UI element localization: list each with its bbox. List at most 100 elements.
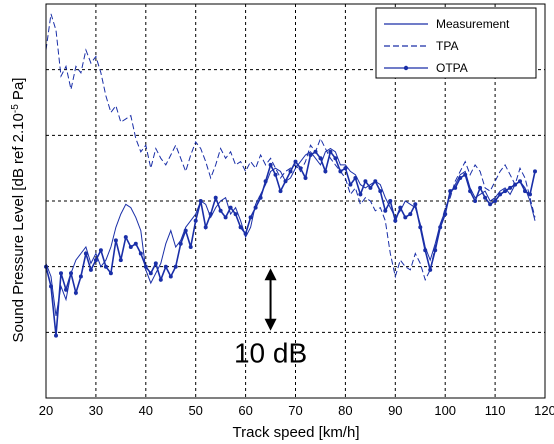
- otpa-point: [483, 195, 488, 200]
- otpa-point: [378, 189, 383, 194]
- otpa-point: [83, 251, 88, 256]
- otpa-point: [368, 185, 373, 190]
- otpa-point: [228, 205, 233, 210]
- otpa-point: [128, 245, 133, 249]
- otpa-point: [263, 179, 268, 184]
- otpa-point: [493, 199, 498, 203]
- x-tick-label: 80: [338, 403, 352, 418]
- otpa-point: [113, 238, 118, 243]
- otpa-point: [54, 333, 58, 338]
- y-axis-label: Sound Pressure Level [dB ref 2.10-5 Pa]: [10, 78, 28, 343]
- otpa-point: [348, 182, 353, 187]
- otpa-point: [268, 162, 273, 167]
- otpa-point: [388, 199, 393, 203]
- otpa-point: [453, 185, 458, 190]
- otpa-point: [363, 179, 368, 184]
- otpa-point: [323, 169, 328, 174]
- legend: Measurement TPA OTPA: [375, 7, 537, 79]
- otpa-point: [408, 212, 413, 217]
- otpa-point: [458, 176, 463, 180]
- otpa-point: [73, 290, 78, 295]
- otpa-point: [498, 192, 503, 197]
- otpa-point: [343, 166, 348, 171]
- otpa-point: [298, 166, 303, 171]
- y-axis-label-main: Sound Pressure Level [dB ref 2.10: [10, 113, 27, 342]
- otpa-point: [313, 149, 318, 154]
- x-tick-label: 50: [188, 403, 202, 418]
- y-axis-label-end: Pa]: [10, 78, 27, 105]
- otpa-point: [193, 218, 198, 223]
- annotation-label: 10 dB: [234, 337, 307, 368]
- legend-label: Measurement: [436, 17, 510, 31]
- otpa-point: [438, 225, 443, 230]
- otpa-point: [273, 172, 278, 177]
- otpa-point: [183, 228, 188, 233]
- otpa-point: [218, 208, 223, 213]
- otpa-point: [488, 202, 493, 207]
- otpa-point: [318, 156, 323, 161]
- otpa-point: [233, 212, 238, 217]
- otpa-point: [338, 169, 343, 174]
- legend-box: [375, 7, 537, 79]
- legend-label: TPA: [436, 39, 458, 53]
- otpa-point: [138, 251, 143, 256]
- otpa-point: [168, 274, 173, 279]
- otpa-point: [243, 231, 248, 236]
- otpa-point: [238, 225, 243, 230]
- series-layer: [44, 13, 537, 338]
- otpa-point: [153, 261, 158, 266]
- otpa-point: [428, 267, 433, 272]
- otpa-point: [88, 267, 93, 272]
- x-tick-label: 30: [89, 403, 103, 418]
- otpa-point: [248, 215, 253, 220]
- otpa-point: [223, 215, 228, 220]
- x-tick-labels: 20 30 40 50 60 70 80 90 100 110 120: [39, 403, 554, 418]
- x-tick-label: 110: [485, 403, 506, 418]
- otpa-point: [178, 241, 183, 246]
- x-tick-label: 90: [388, 403, 402, 418]
- otpa-point: [213, 195, 218, 200]
- otpa-point: [103, 264, 108, 269]
- annotation-10db: 10 dB: [234, 268, 307, 368]
- otpa-point: [523, 189, 527, 194]
- otpa-point: [293, 159, 298, 164]
- otpa-point: [358, 192, 363, 197]
- otpa-point: [258, 195, 263, 200]
- otpa-point: [59, 271, 63, 276]
- otpa-point: [98, 248, 103, 253]
- otpa-point: [468, 189, 473, 194]
- legend-marker: [403, 65, 409, 71]
- otpa-point: [108, 271, 113, 276]
- otpa-point: [69, 271, 73, 276]
- otpa-point: [308, 153, 313, 157]
- otpa-point: [163, 264, 168, 269]
- otpa-point: [93, 258, 98, 263]
- otpa-point: [123, 235, 128, 240]
- otpa-point: [503, 189, 508, 194]
- otpa-point: [403, 215, 408, 220]
- otpa-point: [78, 274, 83, 279]
- otpa-point: [64, 287, 68, 292]
- otpa-point: [333, 156, 338, 161]
- x-tick-label: 70: [288, 403, 302, 418]
- otpa-point: [443, 212, 448, 217]
- otpa-point: [448, 189, 453, 194]
- otpa-point: [148, 271, 153, 276]
- otpa-point: [508, 185, 513, 190]
- otpa-point: [303, 176, 308, 180]
- otpa-point: [518, 179, 522, 184]
- legend-label: OTPA: [436, 61, 468, 75]
- otpa-point: [433, 248, 438, 253]
- otpa-point: [118, 258, 123, 263]
- otpa-point: [49, 284, 53, 289]
- otpa-point: [328, 149, 333, 154]
- otpa-point: [478, 185, 483, 190]
- otpa-point: [413, 202, 418, 207]
- otpa-point: [133, 241, 138, 246]
- x-tick-label: 100: [434, 403, 456, 418]
- otpa-point: [188, 245, 193, 249]
- plot-frame: [45, 3, 546, 399]
- series-line-tpa: [45, 13, 536, 282]
- otpa-point: [473, 199, 478, 203]
- otpa-point: [203, 225, 208, 230]
